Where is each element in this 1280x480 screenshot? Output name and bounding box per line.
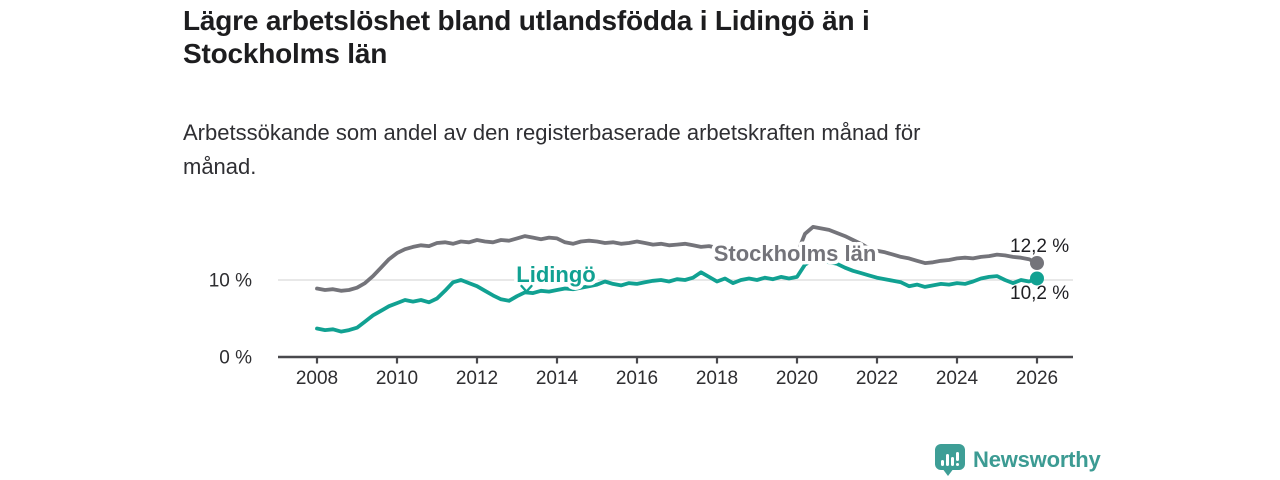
x-tick-label-2008: 2008: [296, 368, 338, 389]
series-label-1: Lidingö: [516, 262, 595, 287]
newsworthy-logo[interactable]: Newsworthy: [935, 444, 1101, 476]
x-tick-label-2024: 2024: [936, 368, 979, 389]
page-title: Lägre arbetslöshet bland utlandsfödda i …: [183, 4, 1103, 70]
subtitle-line-2: månad.: [183, 154, 257, 179]
title-line-1: Lägre arbetslöshet bland utlandsfödda i …: [183, 5, 870, 36]
brand-name: Newsworthy: [973, 447, 1101, 472]
end-dot-1: [1030, 271, 1044, 286]
chart-subtitle: Arbetssökande som andel av den registerb…: [183, 116, 1103, 184]
series-line-1: [315, 258, 1039, 334]
newsworthy-bar-chart-bubble-icon: [935, 444, 965, 476]
x-tick-label-2010: 2010: [376, 368, 418, 389]
series-line-0: [315, 225, 1039, 293]
y-tick-label-10: 10 %: [209, 271, 252, 292]
x-tick-label-2018: 2018: [696, 368, 738, 389]
end-value-label-1: 10,2 %: [1010, 283, 1069, 304]
end-value-label-0: 12,2 %: [1010, 236, 1069, 257]
logo-bubble-tail: [942, 468, 954, 476]
x-tick-label-2012: 2012: [456, 368, 498, 389]
x-tick-label-2016: 2016: [616, 368, 658, 389]
lidingo-label-caret: [520, 284, 533, 293]
x-tick-label-2020: 2020: [776, 368, 818, 389]
x-tick-label-2014: 2014: [536, 368, 579, 389]
subtitle-line-1: Arbetssökande som andel av den registerb…: [183, 120, 921, 145]
logo-exclamation: [956, 452, 959, 466]
logo-bubble-shape: [935, 444, 965, 470]
end-dot-0: [1030, 256, 1044, 271]
title-line-2: Stockholms län: [183, 38, 388, 69]
logo-bars: [941, 452, 959, 466]
x-tick-label-2022: 2022: [856, 368, 898, 389]
series-label-0: Stockholms län: [714, 241, 877, 266]
y-tick-label-0: 0 %: [219, 348, 252, 369]
x-tick-label-2026: 2026: [1016, 368, 1058, 389]
